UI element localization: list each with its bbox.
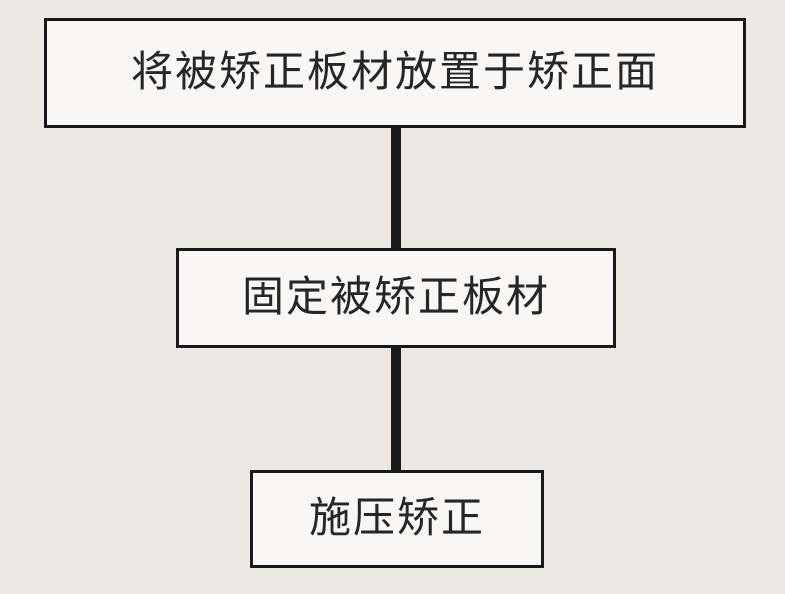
flowchart-node-label: 将被矫正板材放置于矫正面 — [131, 52, 659, 94]
flowchart-node-step2: 固定被矫正板材 — [176, 248, 616, 348]
flowchart-connector — [391, 128, 401, 248]
flowchart-node-step1: 将被矫正板材放置于矫正面 — [44, 18, 746, 128]
flowchart-connector — [391, 348, 401, 470]
flowchart-node-label: 施压矫正 — [309, 498, 485, 540]
flowchart-canvas: 将被矫正板材放置于矫正面 固定被矫正板材 施压矫正 — [0, 0, 785, 594]
flowchart-node-step3: 施压矫正 — [250, 470, 544, 568]
flowchart-node-label: 固定被矫正板材 — [242, 277, 550, 319]
